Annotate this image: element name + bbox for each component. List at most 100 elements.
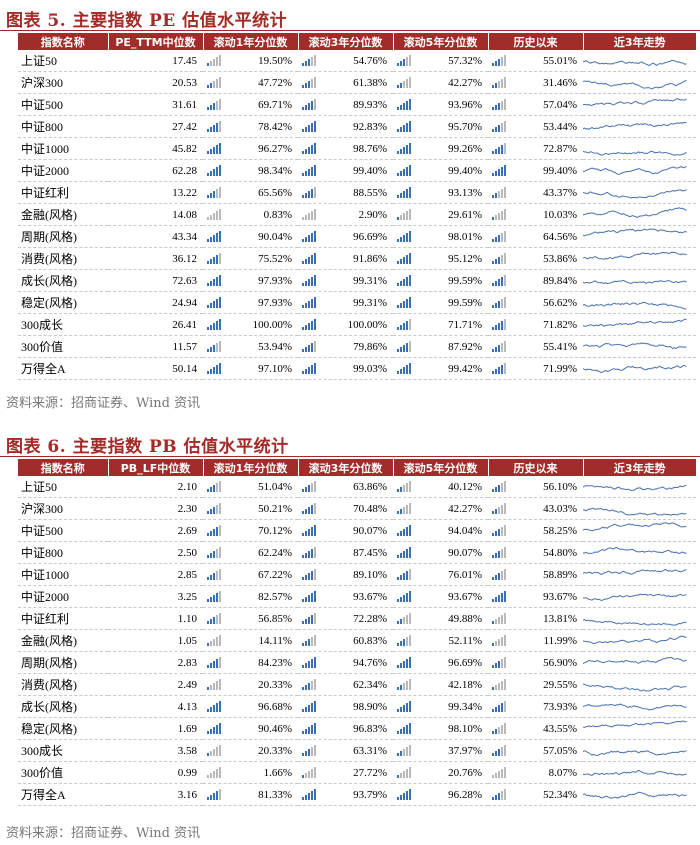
signal-bars-icon [397,547,411,558]
signal-bars-icon [397,187,411,198]
signal-bars-icon [492,77,506,88]
index-name: 中证800 [18,115,108,138]
table-row: 金融(风格) 14.08 0.83% 2.90% 29.61% 10.03% [18,203,696,226]
percentile-value: 76.01% [448,568,482,581]
signal-bars-icon [397,209,411,220]
trend-cell [583,695,696,718]
sparkline-icon [583,121,687,130]
median-value: 2.85 [108,563,203,586]
percentile-value: 98.90% [353,700,387,713]
column-header: 滚动1年分位数 [202,459,298,476]
percentile-cell: 53.94% [203,335,298,358]
signal-bars-icon [397,121,411,132]
signal-bars-icon [492,363,506,374]
percentile-value: 11.99% [543,634,577,647]
signal-bars-icon [207,77,221,88]
table-row: 300价值 11.57 53.94% 79.86% 87.92% 55.41% [18,335,696,358]
percentile-value: 96.69% [448,656,482,669]
table-row: 300成长 26.41 100.00% 100.00% 71.71% 71.82% [18,313,696,336]
trend-cell [583,673,696,696]
signal-bars-icon [207,121,221,132]
signal-bars-icon [492,745,506,756]
table-row: 消费(风格) 36.12 75.52% 91.86% 95.12% 53.86% [18,247,696,270]
percentile-cell: 54.76% [298,50,393,72]
signal-bars-icon [492,187,506,198]
signal-bars-icon [492,635,506,646]
percentile-cell: 14.11% [203,629,298,652]
percentile-value: 10.03% [543,208,577,221]
index-name: 金融(风格) [18,629,108,652]
percentile-cell: 96.83% [298,717,393,740]
percentile-cell: 53.86% [488,247,583,270]
percentile-value: 71.99% [543,362,577,375]
sparkline-icon [583,228,687,237]
signal-bars-icon [302,319,316,330]
percentile-cell: 98.34% [203,159,298,182]
median-value: 2.30 [108,497,203,520]
signal-bars-icon [492,767,506,778]
signal-bars-icon [207,99,221,110]
signal-bars-icon [302,275,316,286]
trend-cell [583,607,696,630]
percentile-value: 56.62% [543,296,577,309]
trend-cell [583,541,696,564]
sparkline-icon [583,769,687,776]
median-value: 3.58 [108,739,203,762]
signal-bars-icon [397,253,411,264]
percentile-cell: 43.03% [488,497,583,520]
trend-cell [583,783,696,806]
signal-bars-icon [207,253,221,264]
trend-cell [583,93,696,116]
index-name: 中证2000 [18,159,108,182]
percentile-cell: 99.40% [488,159,583,182]
table-row: 上证50 2.10 51.04% 63.86% 40.12% 56.10% [18,476,696,498]
signal-bars-icon [207,341,221,352]
table-row: 中证800 2.50 62.24% 87.45% 90.07% 54.80% [18,541,696,564]
percentile-value: 96.68% [258,700,292,713]
signal-bars-icon [207,503,221,514]
percentile-value: 87.45% [353,546,387,559]
signal-bars-icon [302,547,316,558]
percentile-cell: 52.11% [393,629,488,652]
trend-cell [583,651,696,674]
percentile-cell: 43.55% [488,717,583,740]
signal-bars-icon [397,55,411,66]
percentile-value: 49.88% [448,612,482,625]
trend-cell [583,313,696,336]
percentile-cell: 0.83% [203,203,298,226]
percentile-value: 42.27% [448,76,482,89]
percentile-value: 90.04% [258,230,292,243]
percentile-value: 81.33% [258,788,292,801]
sparkline-icon [583,364,687,374]
median-value: 2.69 [108,519,203,542]
column-header: 滚动3年分位数 [297,33,393,50]
signal-bars-icon [397,275,411,286]
table-row: 中证500 2.69 70.12% 90.07% 94.04% 58.25% [18,519,696,542]
index-name: 消费(风格) [18,673,108,696]
signal-bars-icon [302,701,316,712]
percentile-cell: 61.38% [298,71,393,94]
percentile-value: 99.40% [543,164,577,177]
sparkline-icon [583,619,687,626]
signal-bars-icon [302,635,316,646]
percentile-value: 56.90% [543,656,577,669]
percentile-cell: 99.40% [298,159,393,182]
median-value: 2.10 [108,476,203,498]
percentile-cell: 52.34% [488,783,583,806]
percentile-cell: 69.71% [203,93,298,116]
percentile-value: 95.12% [448,252,482,265]
percentile-cell: 99.40% [393,159,488,182]
signal-bars-icon [207,525,221,536]
percentile-value: 65.56% [258,186,292,199]
percentile-cell: 20.76% [393,761,488,784]
signal-bars-icon [207,187,221,198]
percentile-value: 78.42% [258,120,292,133]
index-name: 周期(风格) [18,651,108,674]
sparkline-icon [583,568,687,575]
percentile-cell: 43.37% [488,181,583,204]
column-header: 历史以来 [487,33,583,50]
percentile-value: 97.93% [258,296,292,309]
trend-cell [583,585,696,608]
signal-bars-icon [207,657,221,668]
percentile-cell: 99.59% [393,269,488,292]
